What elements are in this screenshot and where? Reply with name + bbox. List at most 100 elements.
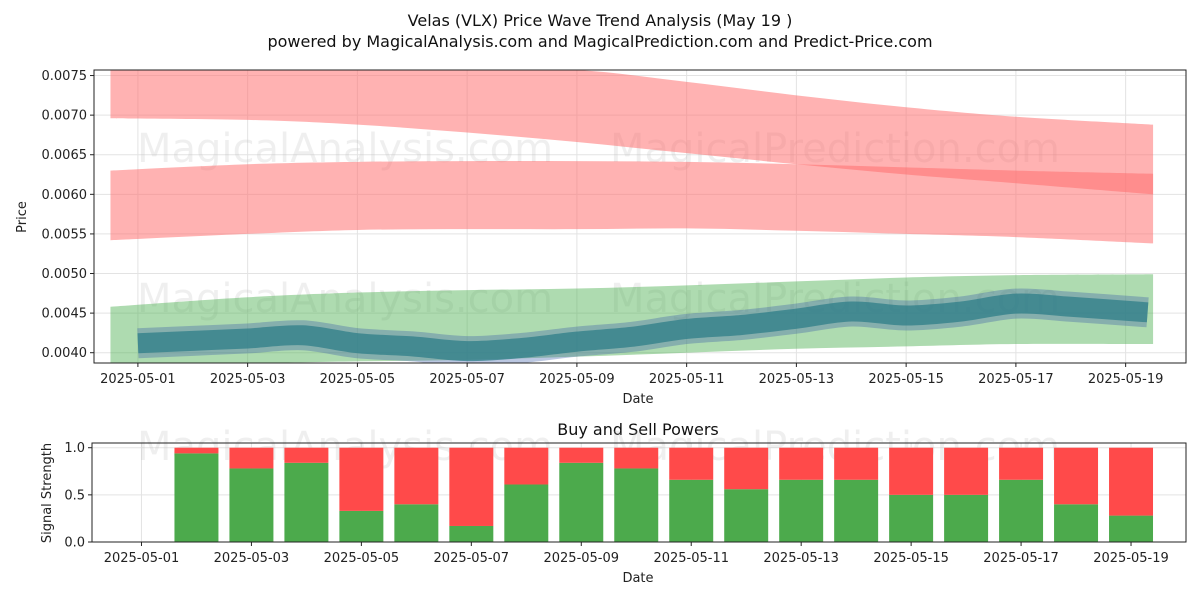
buy-bar — [724, 489, 769, 542]
signal-y-tick-label: 0.0 — [64, 536, 85, 551]
sell-bar — [669, 447, 714, 480]
price-x-tick-label: 2025-05-11 — [649, 372, 725, 387]
price-y-tick-label: 0.0045 — [42, 307, 88, 322]
sell-bar — [999, 447, 1044, 480]
buy-bar — [669, 479, 714, 542]
price-y-tick-label: 0.0070 — [42, 109, 88, 124]
sell-bar — [779, 447, 824, 480]
signal-x-tick-label: 2025-05-03 — [214, 551, 290, 566]
price-wave-point — [411, 345, 414, 348]
buy-bar — [1054, 504, 1099, 542]
price-x-tick-label: 2025-05-01 — [100, 372, 176, 387]
price-x-ticks: 2025-05-01 2025-05-03 2025-05-05 2025-05-07… — [100, 363, 1163, 387]
sell-bar — [284, 447, 329, 463]
buy-bar — [394, 504, 439, 542]
price-x-tick-label: 2025-05-15 — [868, 372, 944, 387]
price-wave-line — [137, 293, 1149, 362]
price-y-tick-label: 0.0055 — [42, 227, 88, 242]
price-y-tick-label: 0.0040 — [42, 346, 88, 361]
signal-title: Buy and Sell Powers — [557, 420, 719, 439]
price-wave-point — [905, 314, 908, 317]
price-wave-point — [521, 346, 524, 349]
price-wave-point — [960, 310, 963, 313]
buy-bar — [999, 479, 1044, 542]
buy-bar — [614, 468, 659, 542]
price-wave-point — [685, 327, 688, 330]
signal-y-label: Signal Strength — [40, 443, 55, 543]
price-wave-point — [191, 339, 194, 342]
signal-x-label: Date — [622, 571, 653, 586]
buy-bar — [1109, 515, 1154, 542]
price-wave-point — [136, 342, 139, 345]
signal-x-tick-label: 2025-05-09 — [543, 551, 619, 566]
price-wave-point — [301, 334, 304, 337]
sell-bar — [394, 447, 439, 505]
price-band-1 — [110, 70, 1154, 195]
chart-title: Velas (VLX) Price Wave Trend Analysis (M… — [408, 11, 793, 30]
signal-x-tick-label: 2025-05-19 — [1093, 551, 1169, 566]
price-x-tick-label: 2025-05-17 — [978, 372, 1054, 387]
sell-bar — [834, 447, 879, 480]
price-x-tick-label: 2025-05-09 — [539, 372, 615, 387]
price-x-label: Date — [622, 392, 653, 407]
signal-y-tick-label: 0.5 — [64, 488, 85, 503]
buy-bar — [944, 494, 989, 542]
sell-bar — [229, 447, 274, 469]
sell-bar — [449, 447, 494, 526]
price-y-tick-label: 0.0065 — [42, 148, 88, 163]
sell-bar — [1054, 447, 1099, 505]
price-wave-point — [466, 350, 469, 353]
buy-bar — [284, 462, 329, 542]
signal-x-tick-label: 2025-05-11 — [653, 551, 729, 566]
buy-bar — [174, 453, 219, 542]
buy-bar — [504, 484, 549, 542]
signal-frame — [91, 442, 1187, 543]
signal-x-tick-label: 2025-05-17 — [983, 551, 1059, 566]
price-x-tick-label: 2025-05-05 — [320, 372, 396, 387]
sell-bar — [944, 447, 989, 495]
price-wave-point — [850, 310, 853, 313]
price-wave-point — [1014, 302, 1017, 305]
price-wave-point — [630, 335, 633, 338]
price-wave-point — [1069, 305, 1072, 308]
price-y-label: Price — [15, 201, 30, 233]
buy-bar — [889, 494, 934, 542]
buy-bar — [779, 479, 824, 542]
signal-y-ticks: 0.0 0.5 1.0 — [64, 441, 92, 551]
signal-x-tick-label: 2025-05-15 — [873, 551, 949, 566]
signal-x-tick-label: 2025-05-13 — [763, 551, 839, 566]
sell-bar — [614, 447, 659, 469]
price-wave-point — [1146, 311, 1149, 314]
price-y-tick-label: 0.0075 — [42, 69, 88, 84]
price-y-ticks: 0.0040 0.0045 0.0050 0.0055 0.0060 0.0065 0.00… — [42, 69, 94, 361]
buy-bar — [559, 462, 604, 542]
price-panel: MagicalAnalysis.com MagicalPrediction.co… — [15, 69, 1187, 407]
chart-subtitle: powered by MagicalAnalysis.com and Magic… — [267, 32, 932, 51]
buy-bar — [339, 510, 384, 542]
sell-bar — [339, 447, 384, 511]
price-y-tick-label: 0.0050 — [42, 267, 88, 282]
sell-bar — [504, 447, 549, 485]
sell-bar — [174, 447, 219, 454]
price-x-tick-label: 2025-05-13 — [759, 372, 835, 387]
sell-bar — [889, 447, 934, 495]
price-x-tick-label: 2025-05-07 — [429, 372, 505, 387]
signal-x-tick-label: 2025-05-07 — [434, 551, 510, 566]
price-wave-point — [246, 337, 249, 340]
price-x-tick-label: 2025-05-03 — [210, 372, 286, 387]
signal-x-tick-label: 2025-05-05 — [324, 551, 400, 566]
buy-bar — [449, 525, 494, 542]
signal-y-tick-label: 1.0 — [64, 441, 85, 456]
signal-bars — [174, 447, 1154, 542]
buy-bar — [834, 479, 879, 542]
price-frame — [93, 69, 1187, 364]
price-wave-point — [795, 317, 798, 320]
price-wave-point — [740, 323, 743, 326]
sell-bar — [1109, 447, 1154, 516]
price-x-tick-label: 2025-05-19 — [1088, 372, 1164, 387]
price-wave-point — [575, 340, 578, 343]
signal-panel: Buy and Sell Powers MagicalAnalysis.com … — [40, 420, 1187, 586]
watermark-analysis-2: MagicalAnalysis.com — [137, 276, 553, 322]
price-band-2 — [110, 160, 1154, 244]
